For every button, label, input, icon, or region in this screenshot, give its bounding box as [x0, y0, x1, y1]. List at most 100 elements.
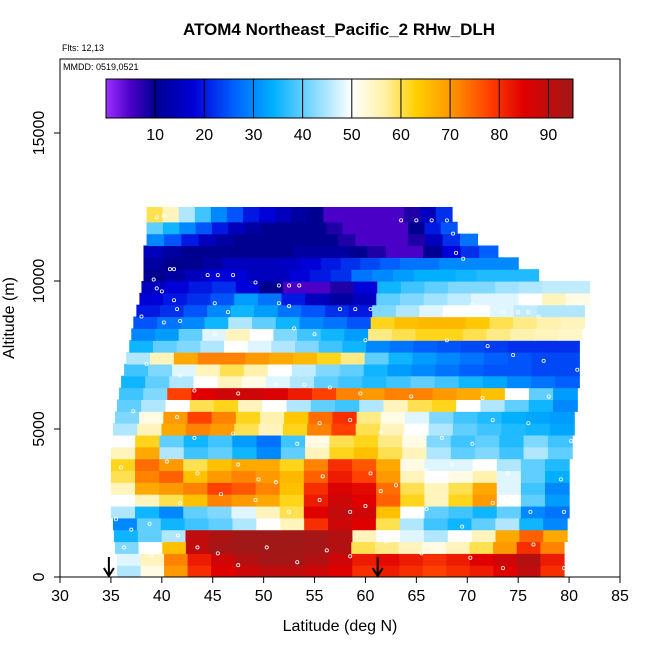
heatmap-cell	[249, 328, 274, 341]
heatmap-cell	[387, 363, 413, 377]
heatmap-cell	[316, 352, 342, 365]
heatmap-cell	[441, 316, 467, 329]
heatmap-cell	[335, 399, 360, 412]
track-point	[348, 554, 353, 559]
track-point	[205, 273, 210, 278]
heatmap-cell	[126, 352, 151, 365]
colorbar: 10 20 30 40 50 60 70 80 90	[105, 78, 574, 144]
heatmap-cell	[494, 292, 519, 306]
heatmap-cell	[353, 434, 379, 448]
heatmap-cell	[466, 304, 491, 318]
heatmap-cell	[553, 387, 578, 400]
heatmap-cell	[423, 292, 448, 306]
heatmap-cell	[113, 529, 139, 543]
y-tick-label: 15000	[31, 111, 48, 156]
heatmap-cell	[211, 553, 236, 566]
x-tick-label: 70	[458, 588, 476, 605]
heatmap-cell	[477, 423, 502, 436]
heatmap-cell	[207, 505, 233, 519]
heatmap-cell	[471, 281, 496, 294]
heatmap-cell	[139, 292, 164, 306]
heatmap-cell	[311, 245, 331, 258]
heatmap-cell	[179, 221, 197, 235]
heatmap-cell	[234, 553, 259, 566]
heatmap-cell	[368, 328, 393, 341]
heatmap-cell	[344, 328, 369, 341]
heatmap-cell	[460, 352, 485, 365]
heatmap-cell	[455, 269, 477, 282]
heatmap-cell	[537, 304, 562, 318]
heatmap-cell	[352, 482, 377, 495]
heatmap-cell	[483, 363, 509, 377]
heatmap-cell	[275, 207, 292, 223]
heatmap-cell	[138, 541, 163, 554]
heatmap-cell	[377, 446, 403, 460]
heatmap-cell	[305, 292, 330, 306]
heatmap-cell	[181, 233, 200, 247]
heatmap-cell	[135, 494, 160, 507]
track-point	[147, 521, 152, 526]
heatmap-cell	[207, 458, 233, 472]
heatmap-cell	[325, 304, 350, 318]
heatmap-cell	[140, 553, 165, 566]
heatmap-cell	[452, 423, 478, 436]
heatmap-cell	[351, 517, 377, 531]
heatmap-cell	[328, 553, 353, 566]
heatmap-cell	[520, 482, 546, 495]
heatmap-cell	[339, 207, 357, 223]
heatmap-cell	[375, 517, 401, 531]
heatmap-cell	[370, 316, 396, 329]
heatmap-cell	[159, 505, 184, 519]
heatmap-cell	[251, 233, 270, 247]
heatmap-cell	[533, 328, 559, 341]
heatmap-cell	[183, 482, 208, 495]
heatmap-cell	[230, 304, 255, 318]
heatmap-cell	[159, 482, 184, 495]
heatmap-cell	[531, 363, 556, 377]
heatmap-cell	[399, 565, 424, 577]
track-point	[178, 373, 183, 378]
track-point	[295, 441, 300, 446]
track-point	[302, 382, 307, 387]
heatmap-cell	[327, 505, 353, 519]
heatmap-cell	[185, 541, 211, 554]
track-point	[490, 418, 495, 423]
heatmap-cell	[124, 363, 149, 377]
heatmap-cell	[408, 387, 434, 400]
heatmap-cell	[418, 316, 443, 329]
heatmap-cell	[232, 517, 257, 531]
heatmap-cell	[273, 328, 298, 341]
heatmap-cell	[328, 565, 353, 577]
heatmap-cell	[410, 375, 436, 389]
heatmap-cell	[211, 411, 237, 424]
track-point	[192, 435, 197, 440]
heatmap-cell	[135, 446, 161, 460]
heatmap-cell	[380, 411, 406, 424]
track-point	[444, 218, 449, 223]
heatmap-cell	[110, 434, 136, 448]
heatmap-cell	[267, 363, 293, 377]
heatmap-cell	[353, 446, 379, 460]
heatmap-cell	[163, 257, 184, 270]
heatmap-cell	[183, 505, 208, 519]
heatmap-cell	[110, 446, 136, 460]
heatmap-cell	[247, 269, 269, 282]
heatmap-cell	[384, 387, 410, 400]
track-point	[500, 566, 505, 571]
heatmap-cell	[376, 292, 401, 306]
heatmap-cell	[459, 257, 480, 270]
track-point	[317, 498, 322, 503]
heatmap-cell	[152, 340, 178, 353]
heatmap-cell	[137, 529, 163, 543]
heatmap-cell	[385, 245, 406, 258]
heatmap-cell	[447, 517, 473, 531]
heatmap-cell	[557, 328, 582, 341]
heatmap-cell	[219, 363, 245, 377]
heatmap-cell	[309, 221, 327, 235]
heatmap-cell	[456, 399, 481, 412]
heatmap-cell	[308, 411, 334, 424]
track-point	[236, 462, 241, 467]
heatmap-cell	[164, 565, 189, 577]
track-point	[231, 431, 236, 436]
heatmap-cell	[162, 207, 180, 223]
